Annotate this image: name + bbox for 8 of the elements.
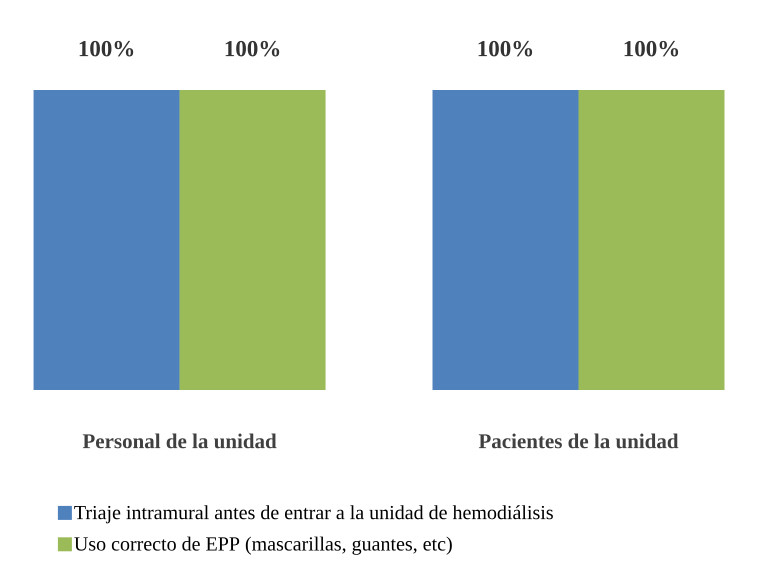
- data-label: 100%: [478, 40, 532, 56]
- data-label: 100%: [226, 40, 280, 56]
- data-label: 100%: [624, 40, 678, 56]
- legend-label: Triaje intramural antes de entrar a la unidad de hemodiálisis: [74, 505, 553, 524]
- x-tick-label: Personal de la unidad: [82, 434, 276, 448]
- legend-label: Uso correcto de EPP (mascarillas, guantes, etc): [74, 536, 452, 555]
- data-label: 100%: [80, 40, 134, 56]
- x-tick-label: Pacientes de la unidad: [478, 434, 678, 448]
